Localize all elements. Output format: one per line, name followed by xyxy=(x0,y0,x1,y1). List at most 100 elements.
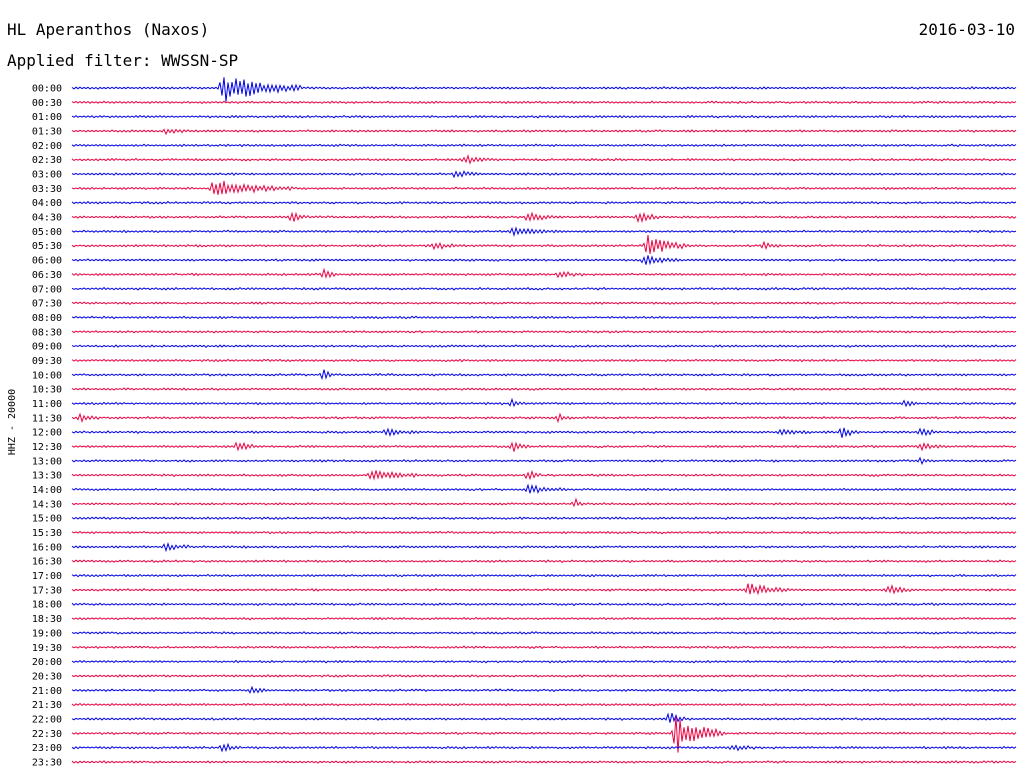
time-label: 15:30 xyxy=(32,528,62,539)
trace-group xyxy=(71,77,1017,764)
trace-line xyxy=(71,659,1017,664)
time-label: 11:30 xyxy=(32,413,62,424)
trace-line xyxy=(71,369,1017,381)
trace-line xyxy=(71,77,1017,102)
time-label: 16:30 xyxy=(32,557,62,568)
time-label: 23:30 xyxy=(32,757,62,768)
time-label: 13:30 xyxy=(32,471,62,482)
time-label: 14:30 xyxy=(32,499,62,510)
trace-line xyxy=(71,154,1017,165)
trace-line xyxy=(71,516,1017,521)
time-label: 21:00 xyxy=(32,686,62,697)
time-label: 01:00 xyxy=(32,112,62,123)
trace-line xyxy=(71,267,1017,279)
trace-line xyxy=(71,441,1017,452)
trace-line xyxy=(71,583,1017,596)
time-label: 00:00 xyxy=(32,84,62,95)
trace-line xyxy=(71,358,1017,363)
trace-line xyxy=(71,100,1017,105)
time-label: 04:00 xyxy=(32,198,62,209)
time-label: 23:00 xyxy=(32,743,62,754)
trace-line xyxy=(71,712,1017,723)
plot-date: 2016-03-10 xyxy=(918,20,1015,39)
time-label: 07:00 xyxy=(32,284,62,295)
filter-label: Applied filter: WWSSN-SP xyxy=(7,51,239,70)
time-label: 07:30 xyxy=(32,299,62,310)
trace-line xyxy=(71,234,1017,255)
trace-line xyxy=(71,760,1017,764)
trace-line xyxy=(71,301,1017,306)
station-title: HL Aperanthos (Naxos) xyxy=(7,20,210,39)
time-label: 15:00 xyxy=(32,514,62,525)
time-label: 17:30 xyxy=(32,585,62,596)
time-label: 21:30 xyxy=(32,700,62,711)
time-label: 22:00 xyxy=(32,714,62,725)
trace-line xyxy=(71,716,1017,753)
time-label: 10:00 xyxy=(32,370,62,381)
time-label: 01:30 xyxy=(32,127,62,138)
trace-line xyxy=(71,483,1017,494)
trace-line xyxy=(71,742,1017,753)
time-label: 03:00 xyxy=(32,170,62,181)
trace-line xyxy=(71,315,1017,320)
trace-line xyxy=(71,128,1017,136)
time-label: 18:30 xyxy=(32,614,62,625)
time-label: 05:30 xyxy=(32,241,62,252)
time-label: 13:00 xyxy=(32,456,62,467)
trace-line xyxy=(71,602,1017,607)
trace-line xyxy=(71,469,1017,481)
trace-line xyxy=(71,255,1017,266)
trace-line xyxy=(71,211,1017,224)
time-label: 09:00 xyxy=(32,342,62,353)
trace-line xyxy=(71,143,1017,148)
time-label: 20:30 xyxy=(32,671,62,682)
time-label: 14:00 xyxy=(32,485,62,496)
time-label: 22:30 xyxy=(32,729,62,740)
trace-line xyxy=(71,573,1017,578)
trace-line xyxy=(71,344,1017,349)
trace-line xyxy=(71,412,1017,424)
time-label: 04:30 xyxy=(32,213,62,224)
trace-line xyxy=(71,329,1017,334)
trace-line xyxy=(71,559,1017,564)
trace-line xyxy=(71,530,1017,535)
time-label: 12:30 xyxy=(32,442,62,453)
time-label: 09:30 xyxy=(32,356,62,367)
time-label: 03:30 xyxy=(32,184,62,195)
time-label: 06:00 xyxy=(32,256,62,267)
time-label: 05:00 xyxy=(32,227,62,238)
trace-line xyxy=(71,685,1017,694)
time-label: 17:00 xyxy=(32,571,62,582)
time-labels: 00:00 00:30 01:00 01:30 02:00 02:30 03:00 03:30… xyxy=(32,84,62,769)
time-label: 10:30 xyxy=(32,385,62,396)
trace-line xyxy=(71,226,1017,238)
trace-line xyxy=(71,387,1017,391)
trace-line xyxy=(71,114,1017,119)
time-label: 00:30 xyxy=(32,98,62,109)
trace-line xyxy=(71,645,1017,650)
time-label: 18:00 xyxy=(32,600,62,611)
time-label: 16:00 xyxy=(32,542,62,553)
time-label: 08:30 xyxy=(32,327,62,338)
time-label: 06:30 xyxy=(32,270,62,281)
trace-line xyxy=(71,427,1017,438)
time-label: 08:00 xyxy=(32,313,62,324)
trace-line xyxy=(71,542,1017,553)
trace-line xyxy=(71,631,1017,635)
trace-line xyxy=(71,456,1017,466)
time-label: 02:30 xyxy=(32,155,62,166)
time-label: 02:00 xyxy=(32,141,62,152)
trace-line xyxy=(71,497,1017,508)
trace-line xyxy=(71,200,1017,205)
trace-line xyxy=(71,286,1017,291)
trace-line xyxy=(71,674,1017,678)
trace-line xyxy=(71,702,1017,707)
trace-line xyxy=(71,397,1017,408)
channel-label: HHZ - 20000 xyxy=(7,389,18,455)
trace-line xyxy=(71,170,1017,179)
time-label: 11:00 xyxy=(32,399,62,410)
trace-line xyxy=(71,180,1017,195)
time-label: 20:00 xyxy=(32,657,62,668)
time-label: 12:00 xyxy=(32,428,62,439)
